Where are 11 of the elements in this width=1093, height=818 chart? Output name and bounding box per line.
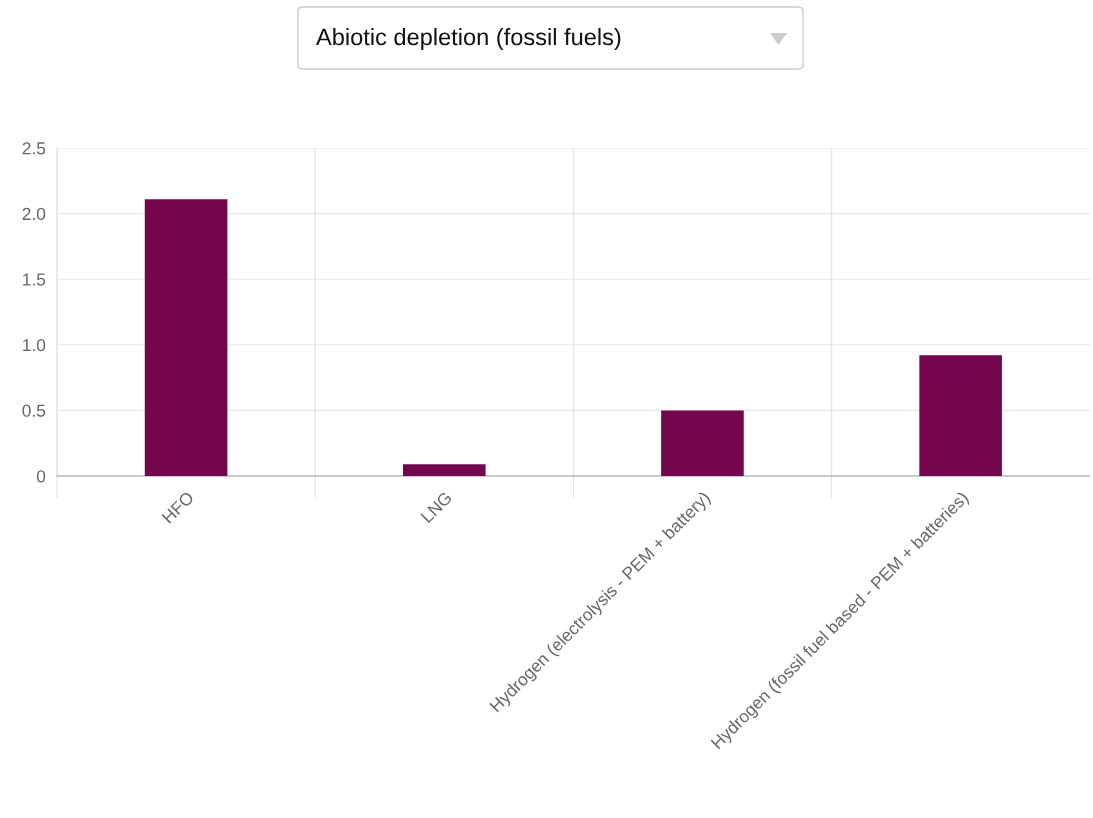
chart-title: Abiotic depletion (fossil fuels) bbox=[316, 28, 621, 50]
bar bbox=[919, 355, 1002, 476]
y-tick-label: 2.5 bbox=[22, 142, 46, 155]
bar bbox=[402, 464, 486, 476]
bar bbox=[144, 199, 228, 476]
y-tick-label: 0 bbox=[36, 470, 46, 483]
y-tick-label: 1.5 bbox=[23, 273, 46, 286]
y-tick-label: 2.0 bbox=[22, 207, 46, 221]
y-tick-label: 1.0 bbox=[23, 338, 46, 352]
y-tick-label: 0.5 bbox=[22, 404, 46, 417]
bar bbox=[661, 410, 744, 476]
